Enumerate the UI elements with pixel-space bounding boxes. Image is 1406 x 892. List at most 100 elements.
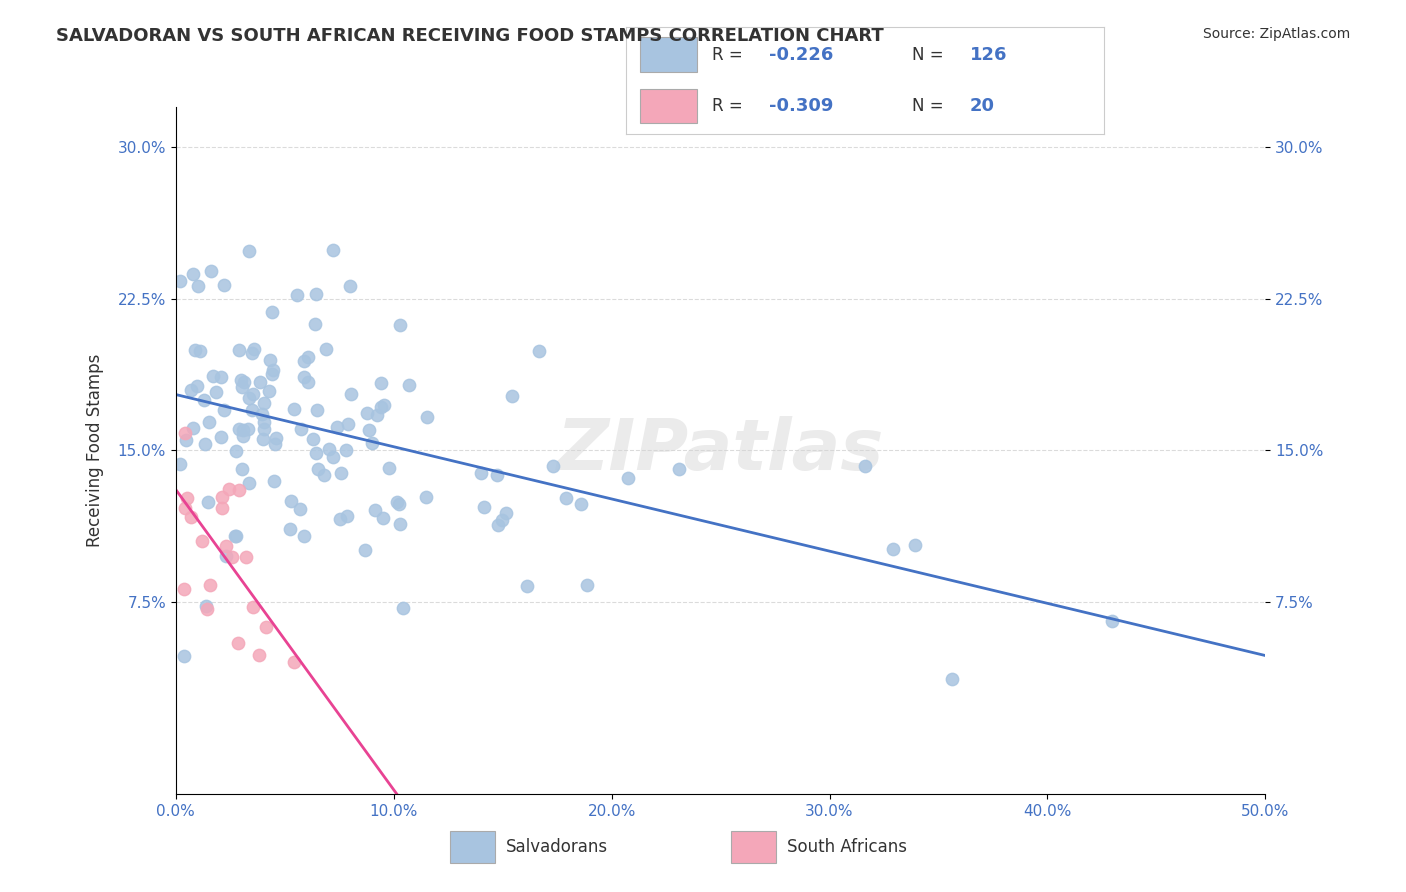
Salvadorans	[181, 267, 204, 281]
South Africans	[226, 635, 249, 649]
Salvadorans	[240, 402, 263, 417]
Salvadorans	[176, 433, 198, 447]
Salvadorans	[215, 549, 238, 563]
Salvadorans	[543, 459, 565, 474]
Text: R =: R =	[711, 97, 748, 115]
Salvadorans	[516, 579, 538, 593]
Salvadorans	[322, 243, 344, 257]
Salvadorans	[322, 450, 344, 464]
Salvadorans	[371, 511, 394, 525]
FancyBboxPatch shape	[731, 831, 776, 863]
Salvadorans	[232, 429, 254, 443]
Salvadorans	[238, 244, 260, 258]
Text: Salvadorans: Salvadorans	[506, 838, 609, 856]
Salvadorans	[668, 462, 690, 476]
Salvadorans	[387, 495, 409, 509]
Salvadorans	[231, 380, 253, 394]
Salvadorans	[312, 468, 335, 483]
Text: ZIPatlas: ZIPatlas	[557, 416, 884, 485]
Salvadorans	[366, 409, 388, 423]
Salvadorans	[292, 353, 315, 368]
Salvadorans	[205, 384, 228, 399]
South Africans	[221, 549, 243, 564]
Text: Source: ZipAtlas.com: Source: ZipAtlas.com	[1202, 27, 1350, 41]
South Africans	[215, 539, 238, 553]
Salvadorans	[280, 494, 302, 508]
Salvadorans	[212, 403, 235, 417]
South Africans	[195, 602, 218, 616]
Salvadorans	[318, 442, 340, 457]
Salvadorans	[389, 516, 412, 531]
Salvadorans	[377, 461, 399, 475]
South Africans	[180, 510, 202, 524]
Salvadorans	[225, 443, 247, 458]
Salvadorans	[527, 344, 550, 359]
Salvadorans	[194, 599, 217, 613]
Salvadorans	[253, 422, 276, 436]
Salvadorans	[197, 494, 219, 508]
Salvadorans	[388, 318, 411, 333]
South Africans	[211, 501, 233, 516]
Salvadorans	[853, 458, 876, 473]
Salvadorans	[339, 278, 361, 293]
Salvadorans	[214, 277, 236, 292]
Salvadorans	[257, 384, 280, 398]
Salvadorans	[307, 462, 329, 476]
Salvadorans	[360, 435, 382, 450]
Salvadorans	[173, 648, 195, 663]
Text: R =: R =	[711, 45, 748, 63]
Salvadorans	[181, 421, 204, 435]
Salvadorans	[315, 343, 337, 357]
Salvadorans	[285, 288, 308, 302]
Salvadorans	[278, 522, 301, 536]
Salvadorans	[470, 466, 492, 480]
Salvadorans	[228, 343, 250, 357]
Salvadorans	[392, 600, 415, 615]
Salvadorans	[501, 389, 523, 403]
Salvadorans	[238, 476, 260, 491]
Salvadorans	[202, 369, 225, 384]
Text: 126: 126	[970, 45, 1007, 63]
Salvadorans	[262, 305, 284, 319]
Salvadorans	[486, 518, 509, 533]
South Africans	[218, 482, 240, 496]
Salvadorans	[228, 422, 250, 436]
Salvadorans	[250, 408, 273, 422]
Salvadorans	[253, 396, 276, 410]
Salvadorans	[388, 497, 411, 511]
Salvadorans	[353, 542, 375, 557]
Salvadorans	[330, 466, 353, 480]
South Africans	[176, 491, 198, 505]
South Africans	[211, 490, 233, 504]
Salvadorans	[486, 468, 509, 483]
Salvadorans	[180, 383, 202, 397]
Salvadorans	[329, 511, 352, 525]
Salvadorans	[236, 422, 259, 436]
Salvadorans	[252, 432, 274, 446]
South Africans	[200, 578, 222, 592]
Salvadorans	[198, 415, 221, 429]
Text: South Africans: South Africans	[787, 838, 907, 856]
Salvadorans	[903, 539, 925, 553]
Salvadorans	[305, 403, 328, 417]
Salvadorans	[336, 508, 359, 523]
Salvadorans	[200, 263, 222, 277]
Salvadorans	[335, 443, 357, 458]
Salvadorans	[225, 528, 247, 542]
Text: -0.309: -0.309	[769, 97, 834, 115]
Salvadorans	[336, 417, 359, 431]
Salvadorans	[238, 392, 260, 406]
Salvadorans	[188, 344, 211, 359]
South Africans	[173, 582, 195, 596]
Salvadorans	[555, 491, 578, 505]
Salvadorans	[253, 415, 276, 429]
Salvadorans	[263, 475, 285, 489]
Salvadorans	[187, 279, 209, 293]
Salvadorans	[194, 436, 217, 450]
South Africans	[174, 501, 197, 516]
Salvadorans	[209, 430, 232, 444]
Salvadorans	[340, 387, 363, 401]
Salvadorans	[305, 287, 328, 301]
Salvadorans	[259, 353, 281, 368]
Salvadorans	[266, 431, 288, 445]
